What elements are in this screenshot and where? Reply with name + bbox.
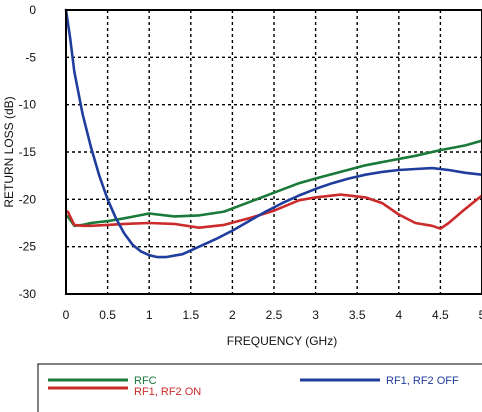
legend-label: RF1, RF2 OFF: [386, 375, 459, 387]
x-axis-title: FREQUENCY (GHz): [227, 334, 337, 348]
x-tick-labels: 0 0.5 1 1.5 2 2.5 3 3.5 4 4.5 5: [63, 308, 482, 322]
y-axis-title: RETURN LOSS (dB): [2, 96, 16, 207]
y-tick-label: -30: [19, 287, 37, 301]
y-tick-label: 0: [29, 3, 36, 17]
series-lines: [64, 8, 482, 259]
x-tick-label: 0.5: [99, 308, 116, 322]
x-tick-label: 1.5: [182, 308, 199, 322]
y-tick-label: -5: [25, 50, 36, 64]
series-line-rf1-rf2-off: [64, 8, 482, 259]
x-tick-label: 2: [229, 308, 236, 322]
legend-label: RFC: [134, 375, 157, 387]
series-line-rfc: [66, 139, 482, 228]
y-tick-label: -15: [19, 145, 37, 159]
y-tick-label: -10: [19, 98, 37, 112]
grid: [66, 10, 482, 294]
x-tick-label: 2.5: [266, 308, 283, 322]
x-tick-label: 4.5: [432, 308, 449, 322]
y-tick-label: -25: [19, 240, 37, 254]
x-tick-label: 4: [395, 308, 402, 322]
y-tick-label: -20: [19, 192, 37, 206]
x-tick-label: 0: [63, 308, 70, 322]
x-tick-label: 1: [146, 308, 153, 322]
y-tick-labels: 0 -5 -10 -15 -20 -25 -30: [19, 3, 37, 301]
x-tick-label: 3: [312, 308, 319, 322]
series-line-rf1-rf2-on: [66, 193, 482, 230]
x-tick-label: 5: [479, 308, 482, 322]
legend-box: [37, 363, 482, 412]
x-tick-label: 3.5: [349, 308, 366, 322]
plot-frame: [65, 9, 482, 295]
legend-label: RF1, RF2 ON: [134, 386, 201, 398]
